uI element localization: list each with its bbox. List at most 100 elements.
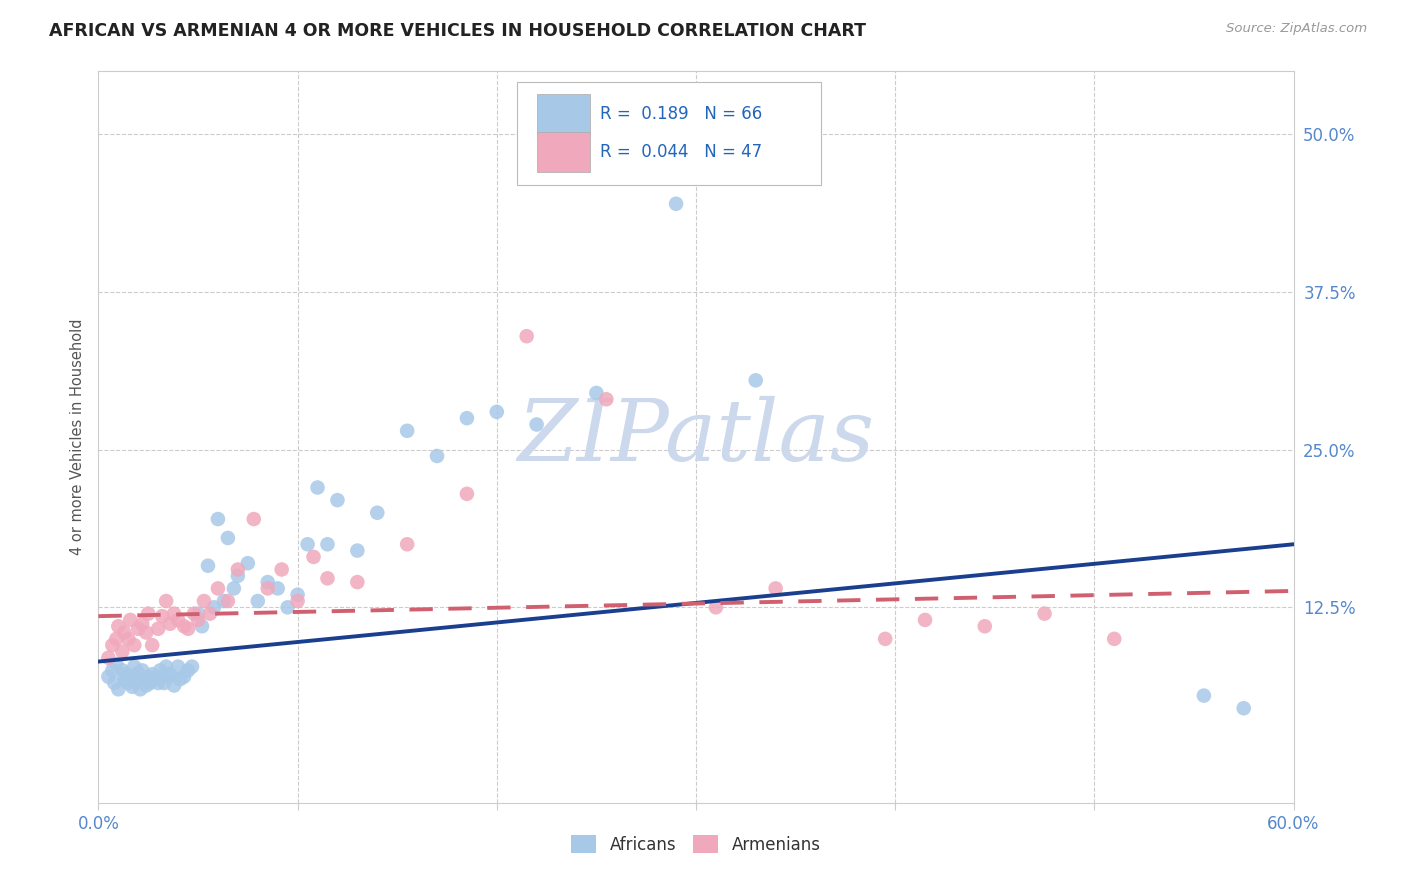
Point xyxy=(153,676,176,690)
Point xyxy=(163,679,186,693)
Point xyxy=(875,632,897,646)
Point xyxy=(207,512,229,526)
Point xyxy=(141,667,163,681)
Point xyxy=(207,582,229,596)
Point xyxy=(973,619,995,633)
Point xyxy=(148,676,170,690)
Point xyxy=(120,613,142,627)
Point xyxy=(307,481,329,495)
Point xyxy=(456,411,478,425)
Point xyxy=(124,659,146,673)
Point xyxy=(167,613,190,627)
Point xyxy=(1192,689,1215,703)
Point xyxy=(141,638,163,652)
Text: R =  0.189   N = 66: R = 0.189 N = 66 xyxy=(600,104,762,123)
Text: R =  0.044   N = 47: R = 0.044 N = 47 xyxy=(600,143,762,161)
Point xyxy=(193,594,215,608)
Point xyxy=(187,607,209,621)
Point xyxy=(256,582,278,596)
Point xyxy=(120,670,142,684)
Text: Source: ZipAtlas.com: Source: ZipAtlas.com xyxy=(1226,22,1367,36)
Point xyxy=(173,670,195,684)
Point xyxy=(134,672,156,686)
Point xyxy=(226,562,249,576)
Point xyxy=(127,665,149,680)
Point xyxy=(149,664,172,678)
Point xyxy=(198,607,221,621)
Point xyxy=(217,594,239,608)
Point xyxy=(277,600,299,615)
Point xyxy=(302,549,325,564)
Point xyxy=(183,607,205,621)
Point xyxy=(150,670,173,684)
Point xyxy=(111,644,134,658)
Text: ZIPatlas: ZIPatlas xyxy=(517,396,875,478)
Point xyxy=(131,664,153,678)
Point xyxy=(222,582,245,596)
Point xyxy=(97,650,120,665)
Point xyxy=(157,670,180,684)
Point xyxy=(112,672,135,686)
Point xyxy=(159,667,181,681)
Point xyxy=(181,659,204,673)
Point xyxy=(107,682,129,697)
Point xyxy=(456,487,478,501)
Legend: Africans, Armenians: Africans, Armenians xyxy=(565,829,827,860)
Point xyxy=(127,622,149,636)
Point xyxy=(121,680,143,694)
Point xyxy=(135,679,157,693)
FancyBboxPatch shape xyxy=(517,82,821,185)
Point xyxy=(1233,701,1256,715)
Point xyxy=(316,537,339,551)
Point xyxy=(226,569,249,583)
Point xyxy=(202,600,225,615)
Point xyxy=(396,424,419,438)
Point xyxy=(115,667,138,681)
Point xyxy=(396,537,419,551)
Point xyxy=(131,616,153,631)
Point xyxy=(595,392,617,407)
Point xyxy=(1033,607,1056,621)
Point xyxy=(316,571,339,585)
Point xyxy=(236,556,259,570)
Point xyxy=(97,670,120,684)
Text: AFRICAN VS ARMENIAN 4 OR MORE VEHICLES IN HOUSEHOLD CORRELATION CHART: AFRICAN VS ARMENIAN 4 OR MORE VEHICLES I… xyxy=(49,22,866,40)
Point xyxy=(167,659,190,673)
Point xyxy=(287,588,309,602)
FancyBboxPatch shape xyxy=(537,132,589,171)
Point xyxy=(745,373,768,387)
Point xyxy=(191,619,214,633)
FancyBboxPatch shape xyxy=(537,94,589,134)
Point xyxy=(256,575,278,590)
Point xyxy=(159,616,181,631)
Point xyxy=(169,672,191,686)
Point xyxy=(105,657,128,671)
Point xyxy=(287,594,309,608)
Point xyxy=(665,196,688,211)
Point xyxy=(346,575,368,590)
Point xyxy=(135,625,157,640)
Point xyxy=(177,622,200,636)
Point xyxy=(177,664,200,678)
Point xyxy=(1104,632,1126,646)
Point xyxy=(585,386,607,401)
Point xyxy=(765,582,787,596)
Point xyxy=(243,512,266,526)
Point xyxy=(914,613,936,627)
Point xyxy=(150,609,173,624)
Point xyxy=(212,594,235,608)
Point xyxy=(246,594,269,608)
Point xyxy=(217,531,239,545)
Point xyxy=(103,676,125,690)
Point xyxy=(155,659,177,673)
Point xyxy=(346,543,368,558)
Point xyxy=(136,607,159,621)
Point xyxy=(101,638,124,652)
Point xyxy=(107,619,129,633)
Point xyxy=(105,632,128,646)
Point xyxy=(117,676,139,690)
Point xyxy=(124,638,146,652)
Point xyxy=(516,329,538,343)
Point xyxy=(485,405,508,419)
Point xyxy=(173,619,195,633)
